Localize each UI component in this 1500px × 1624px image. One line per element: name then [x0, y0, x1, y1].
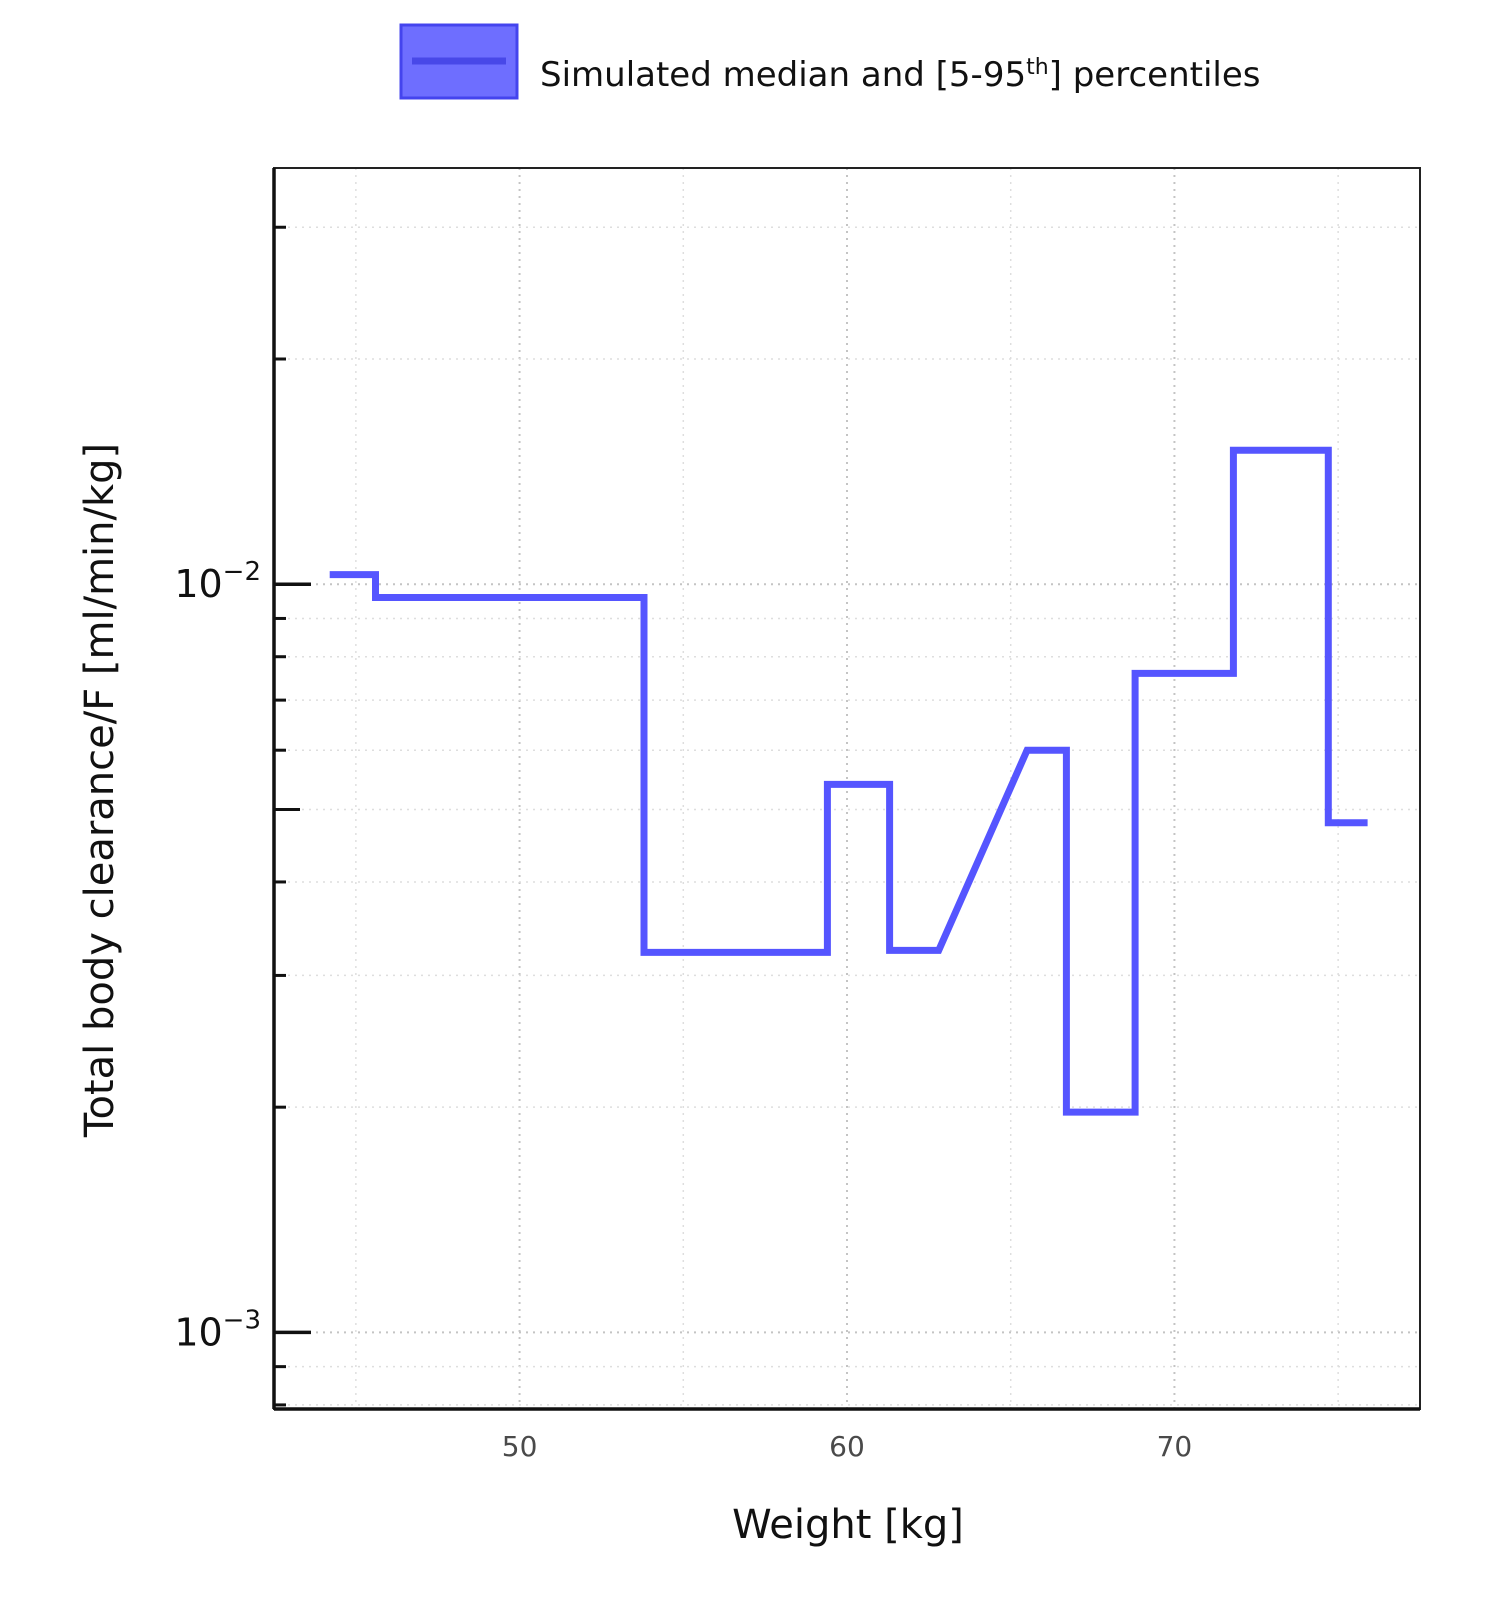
y-tick-label: 10−2 — [174, 557, 261, 606]
x-axis-ticks: 50 60 70 — [502, 1430, 1192, 1463]
minor-ticks — [274, 225, 300, 1407]
y-tick-label: 10−3 — [174, 1305, 261, 1354]
grid — [274, 168, 1420, 1409]
series-layer — [329, 446, 1368, 1116]
plot-frame — [272, 167, 1421, 1411]
x-tick-label: 70 — [1157, 1430, 1193, 1463]
legend-label: Simulated median and [5-95th] percentile… — [540, 55, 1260, 95]
x-axis-title: Weight [kg] — [732, 1502, 964, 1548]
y-axis-ticks: 10−2 10−3 — [174, 557, 311, 1354]
y-axis-title: Total body clearance/F [ml/min/kg] — [77, 443, 123, 1138]
plot-border — [273, 167, 1421, 1410]
legend: Simulated median and [5-95th] percentile… — [399, 23, 1260, 100]
median-step-line — [329, 446, 1368, 1116]
x-tick-label: 50 — [502, 1430, 538, 1463]
x-tick-label: 60 — [829, 1430, 865, 1463]
